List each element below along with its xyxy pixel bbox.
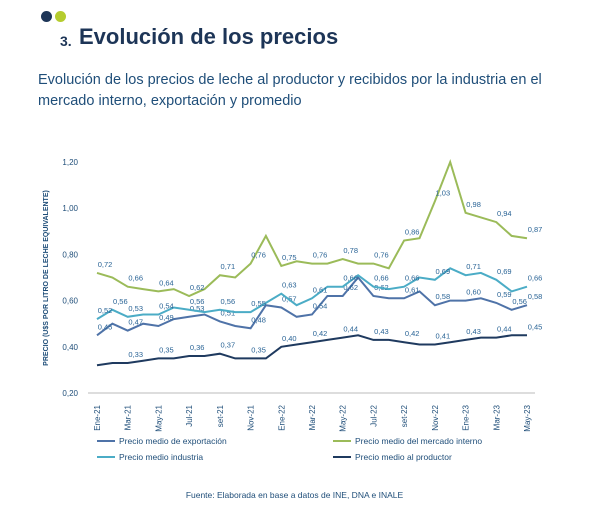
x-tick-label: Mar-22 xyxy=(308,404,317,430)
x-tick-label: Ene-22 xyxy=(277,404,286,430)
legend-label: Precio medio del mercado interno xyxy=(355,436,482,446)
series-line xyxy=(96,275,528,337)
data-label: 0,86 xyxy=(405,228,420,237)
y-axis-label: PRECIO (U$S POR LITRO DE LECHE EQUIVALEN… xyxy=(43,190,50,366)
decor-dot xyxy=(41,11,52,22)
data-label: 0,37 xyxy=(221,341,236,350)
data-label: 0,66 xyxy=(343,274,358,283)
series-line xyxy=(96,158,528,298)
data-label: 0,63 xyxy=(282,281,297,290)
series-line xyxy=(96,267,528,320)
x-tick-label: Mar-23 xyxy=(492,404,501,430)
y-tick-label: 1,00 xyxy=(62,204,78,213)
data-label: 0,53 xyxy=(128,304,143,313)
data-label: 0,56 xyxy=(113,297,128,306)
x-tick-label: Jul-21 xyxy=(185,404,194,426)
x-tick-label: Jul-22 xyxy=(369,404,378,426)
x-tick-label: Mar-21 xyxy=(124,404,133,430)
x-tick-label: set-21 xyxy=(216,404,225,427)
data-label: 0,66 xyxy=(374,274,389,283)
data-label: 0,94 xyxy=(497,209,512,218)
data-label: 0,60 xyxy=(466,288,481,297)
data-label: 0,56 xyxy=(512,297,527,306)
data-label: 0,58 xyxy=(528,292,543,301)
data-label: 0,72 xyxy=(98,260,113,269)
series-line xyxy=(96,334,527,367)
legend-label: Precio medio de exportación xyxy=(119,436,227,446)
data-label: 0,76 xyxy=(374,251,389,260)
x-tick-label: Ene-23 xyxy=(462,404,471,430)
y-tick-label: 0,60 xyxy=(62,297,78,306)
data-label: 0,43 xyxy=(466,327,481,336)
legend-label: Precio medio al productor xyxy=(355,452,452,462)
subtitle: Evolución de los precios de leche al pro… xyxy=(38,72,542,109)
data-label: 0,59 xyxy=(497,290,512,299)
data-label: 0,47 xyxy=(128,318,143,327)
data-label: 0,35 xyxy=(251,345,266,354)
data-label: 0,36 xyxy=(190,343,205,352)
data-label: 0,35 xyxy=(159,345,174,354)
data-label: 0,64 xyxy=(159,278,174,287)
section-title: Evolución de los precios xyxy=(79,24,339,49)
data-label: 0,71 xyxy=(466,262,481,271)
data-label: 0,40 xyxy=(282,334,297,343)
legend-label: Precio medio industria xyxy=(119,452,203,462)
data-label: 0,56 xyxy=(190,297,205,306)
data-label: 0,87 xyxy=(528,225,543,234)
x-tick-label: set-22 xyxy=(400,404,409,427)
data-label: 0,43 xyxy=(374,327,389,336)
data-label: 0,54 xyxy=(159,301,174,310)
data-label: 0,66 xyxy=(528,274,543,283)
data-label: 0,66 xyxy=(405,274,420,283)
data-label: 0,66 xyxy=(128,274,143,283)
data-label: 0,52 xyxy=(98,306,113,315)
data-label: 0,53 xyxy=(190,304,205,313)
data-label: 0,58 xyxy=(436,292,451,301)
data-label: 0,78 xyxy=(343,246,358,255)
x-tick-label: Nov-21 xyxy=(247,404,256,430)
data-label: 0,69 xyxy=(497,267,512,276)
data-label: 0,98 xyxy=(466,200,481,209)
y-tick-label: 1,20 xyxy=(62,158,78,167)
decor-dot xyxy=(55,11,66,22)
data-label: 0,51 xyxy=(221,308,236,317)
data-label: 0,45 xyxy=(98,322,113,331)
x-tick-label: May-23 xyxy=(523,404,532,431)
section-number: 3. xyxy=(60,33,72,49)
data-label: 0,42 xyxy=(405,329,420,338)
data-label: 0,54 xyxy=(313,301,328,310)
y-tick-label: 0,20 xyxy=(62,389,78,398)
data-label: 0,33 xyxy=(128,350,143,359)
data-label: 1,03 xyxy=(436,188,451,197)
data-label: 0,71 xyxy=(221,262,236,271)
x-tick-label: May-22 xyxy=(339,404,348,431)
x-tick-label: Nov-22 xyxy=(431,404,440,430)
data-label: 0,76 xyxy=(313,251,328,260)
data-label: 0,69 xyxy=(436,267,451,276)
data-label: 0,55 xyxy=(251,299,266,308)
x-tick-label: May-21 xyxy=(154,404,163,431)
data-label: 0,45 xyxy=(528,322,543,331)
data-label: 0,61 xyxy=(313,285,328,294)
data-label: 0,62 xyxy=(190,283,205,292)
data-label: 0,76 xyxy=(251,251,266,260)
data-label: 0,48 xyxy=(251,315,266,324)
data-label: 0,56 xyxy=(221,297,236,306)
chart: PRECIO (U$S POR LITRO DE LECHE EQUIVALEN… xyxy=(43,158,543,462)
data-label: 0,41 xyxy=(436,331,451,340)
data-label: 0,49 xyxy=(159,313,174,322)
x-tick-label: Ene-21 xyxy=(93,404,102,430)
data-label: 0,44 xyxy=(343,325,358,334)
data-label: 0,62 xyxy=(343,283,358,292)
data-label: 0,75 xyxy=(282,253,297,262)
y-tick-label: 0,80 xyxy=(62,250,78,259)
data-label: 0,44 xyxy=(497,325,512,334)
y-tick-label: 0,40 xyxy=(62,343,78,352)
source: Fuente: Elaborada en base a datos de INE… xyxy=(185,490,404,500)
data-label: 0,42 xyxy=(313,329,328,338)
data-label: 0,61 xyxy=(405,285,420,294)
